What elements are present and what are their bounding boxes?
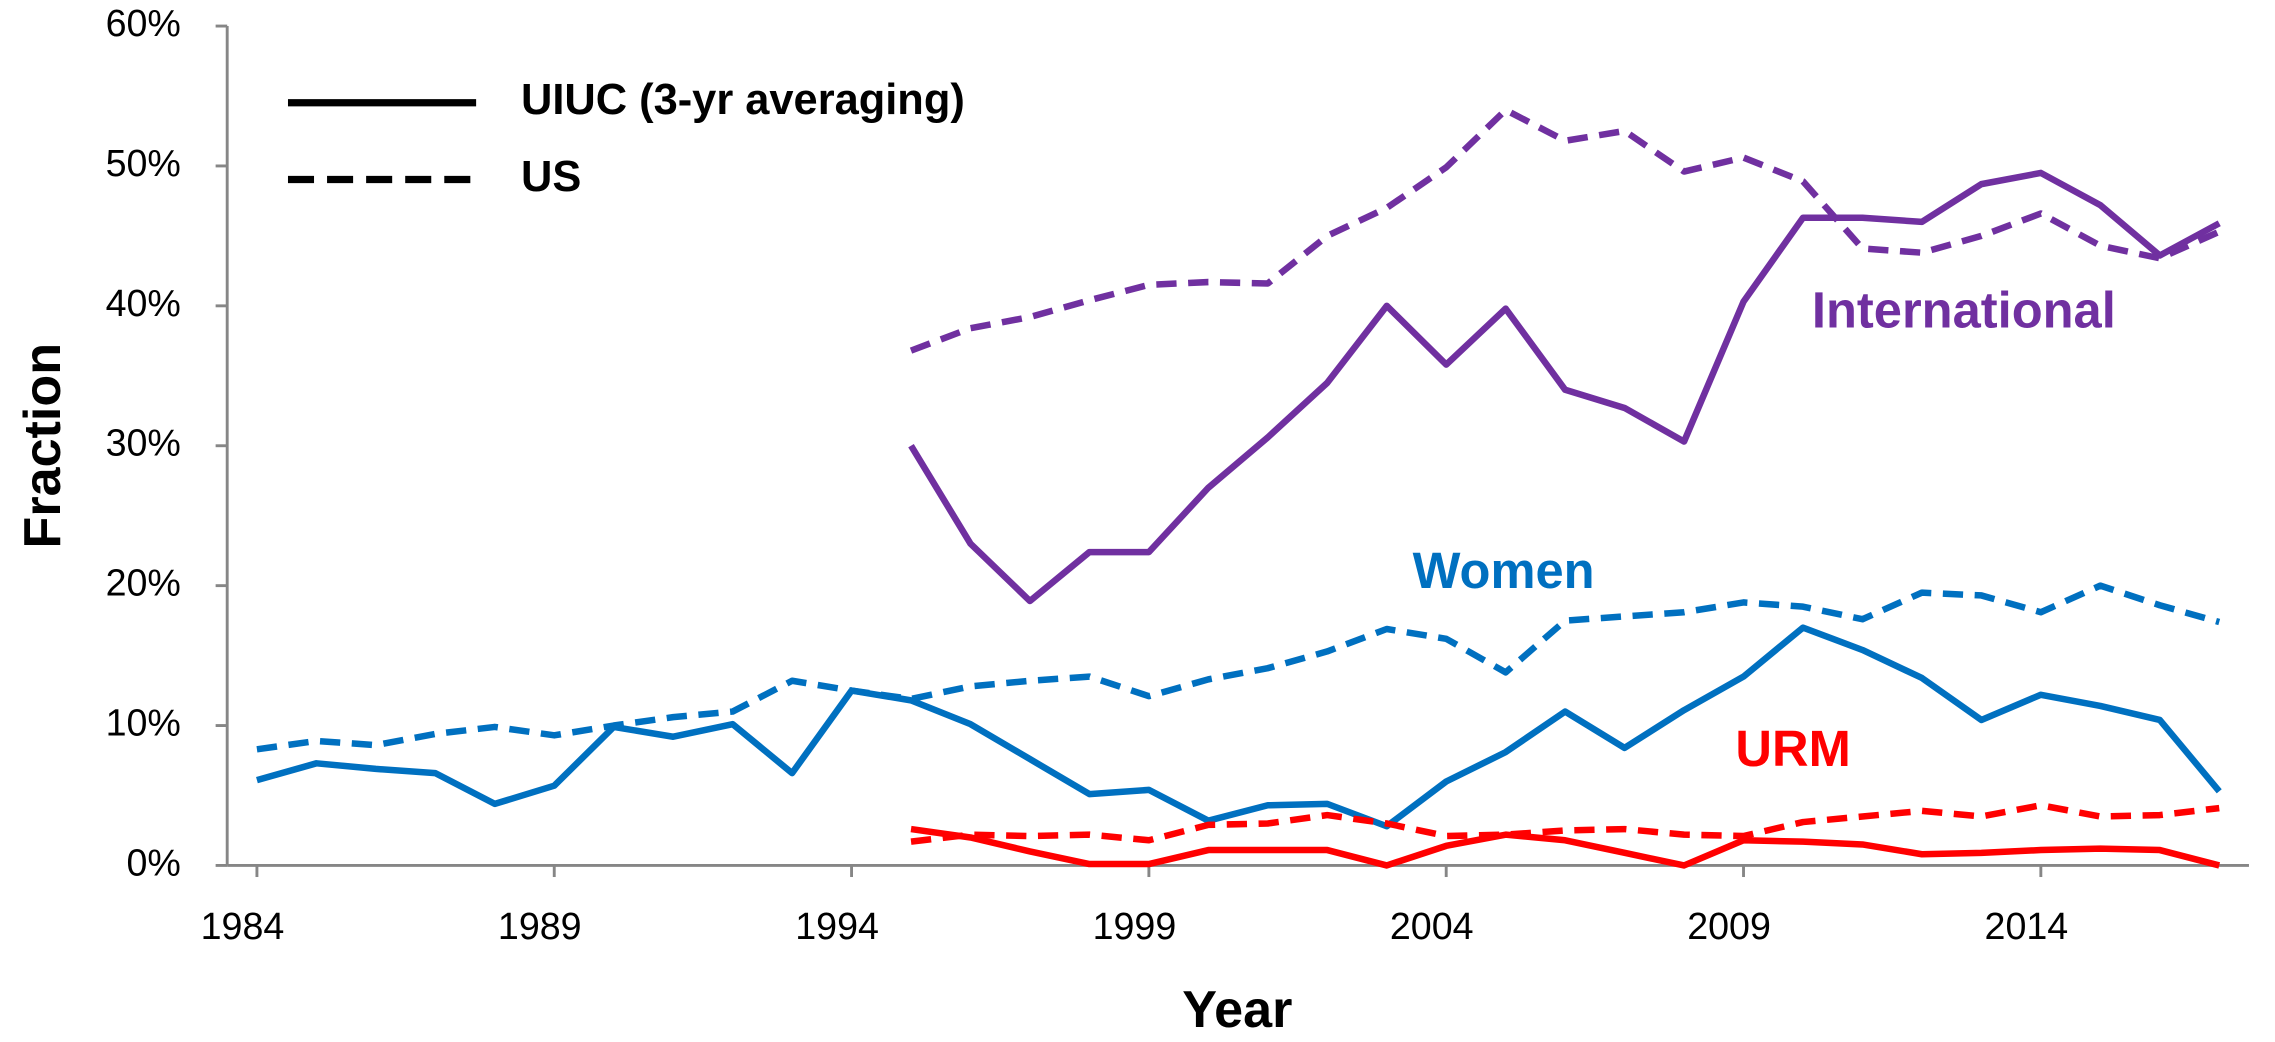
y-tick-label: 10% (106, 701, 181, 743)
series-line (910, 825, 2221, 869)
series-annotation: Women (1413, 542, 1595, 599)
x-tick-label: 2014 (1985, 905, 2069, 947)
x-axis-title: Year (1182, 981, 1292, 1039)
series-line (256, 582, 2221, 753)
x-tick-label: 2009 (1687, 905, 1771, 947)
legend-label: US (521, 153, 581, 201)
y-tick-label: 50% (106, 142, 181, 184)
y-axis-title: Fraction (14, 343, 72, 549)
y-tick-label: 40% (106, 282, 181, 324)
y-tick-label: 20% (106, 562, 181, 604)
y-tick-label: 0% (127, 841, 181, 883)
y-tick-label: 30% (106, 422, 181, 464)
series-line (909, 106, 2221, 354)
series-line (256, 624, 2222, 830)
x-tick-label: 1984 (201, 905, 285, 947)
legend-label: UIUC (3-yr averaging) (521, 76, 965, 124)
y-tick-label: 60% (106, 2, 181, 44)
x-tick-label: 2004 (1390, 905, 1474, 947)
x-tick-label: 1999 (1093, 905, 1177, 947)
series-annotation: International (1812, 281, 2116, 338)
x-tick-label: 1989 (498, 905, 582, 947)
x-tick-label: 1994 (795, 905, 879, 947)
series-line (910, 802, 2220, 845)
series-line (908, 169, 2221, 605)
series-annotation: URM (1735, 720, 1850, 777)
